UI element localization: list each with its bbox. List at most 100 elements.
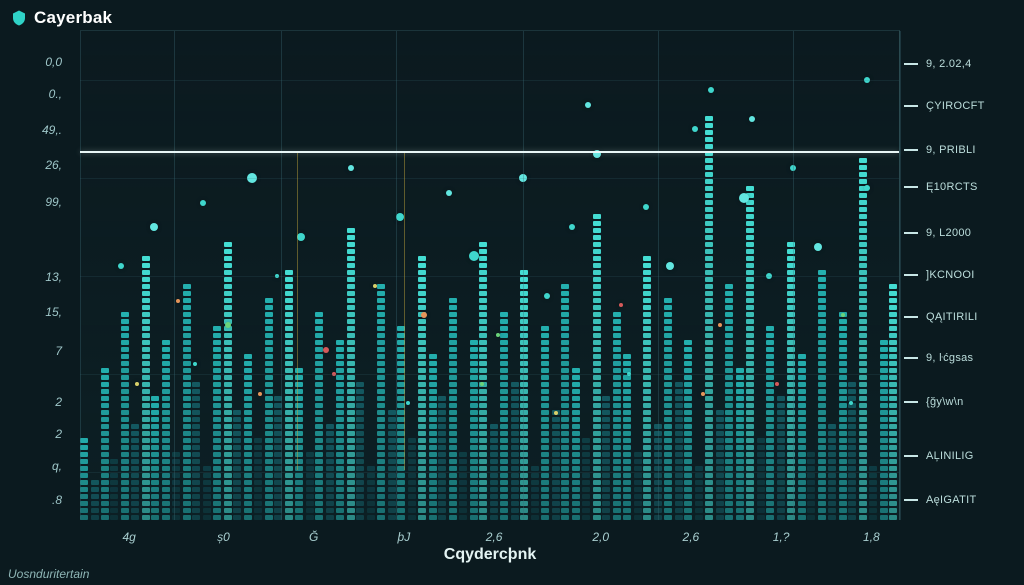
legend-label: ÇYIROCFT: [926, 100, 985, 112]
scatter-dot: [585, 102, 591, 108]
y-tick-left: 99,: [4, 195, 62, 209]
scatter-dot: [718, 323, 722, 327]
legend-tick-icon: [904, 149, 918, 151]
legend-label: 9, PRIBLI: [926, 144, 976, 156]
scatter-dot: [841, 313, 845, 317]
scatter-dot: [373, 284, 377, 288]
y-tick-left: 2: [4, 427, 62, 441]
legend-label: {ğy\w\n: [926, 396, 964, 408]
x-tick: 1,8: [863, 530, 880, 544]
legend-label: 9, L2000: [926, 227, 971, 239]
legend-row: AĻINILIG: [904, 450, 974, 462]
scatter-dot: [150, 223, 158, 231]
scatter-dot: [348, 165, 354, 171]
brand-logo-icon: [10, 9, 28, 27]
scatter-dot: [775, 382, 779, 386]
x-tick: 2,6: [486, 530, 503, 544]
x-axis: Cqydercþnk 4gș0ĞþJ2,62,02,61,?1,8: [80, 522, 900, 560]
legend-label: Ę10RCTS: [926, 181, 978, 193]
legend-tick-icon: [904, 455, 918, 457]
scatter-dot: [135, 382, 139, 386]
legend-label: 9, 2.02,4: [926, 58, 972, 70]
scatter-dot: [739, 193, 749, 203]
scatter-dot: [619, 303, 623, 307]
legend-row: ]KCNOOI: [904, 269, 975, 281]
scatter-dot: [480, 382, 484, 386]
legend-tick-icon: [904, 105, 918, 107]
legend-row: 9, 2.02,4: [904, 58, 972, 70]
legend-tick-icon: [904, 499, 918, 501]
scatter-dot: [193, 362, 197, 366]
scatter-dot: [864, 185, 870, 191]
legend-row: 9, ŀćgsas: [904, 352, 973, 364]
legend-tick-icon: [904, 401, 918, 403]
scatter-dot: [814, 243, 822, 251]
scatter-dot: [569, 224, 575, 230]
scatter-dot: [692, 126, 698, 132]
y-tick-left: 13,: [4, 270, 62, 284]
y-tick-left: 2: [4, 395, 62, 409]
scatter-dot: [421, 312, 427, 318]
scatter-dot: [225, 322, 231, 328]
grid-vertical: [900, 31, 901, 520]
y-tick-left: 26,: [4, 158, 62, 172]
scatter-dot: [446, 190, 452, 196]
scatter-dot: [849, 401, 853, 405]
y-tick-left: q,: [4, 459, 62, 473]
scatter-dot: [544, 293, 550, 299]
scatter-dot: [708, 87, 714, 93]
grid-horizontal: [80, 80, 899, 81]
x-tick: 4g: [123, 530, 136, 544]
legend-label: ]KCNOOI: [926, 269, 975, 281]
scatter-dot: [469, 251, 479, 261]
scatter-dot: [643, 204, 649, 210]
legend-row: AęIGATIT: [904, 494, 976, 506]
x-tick: 2,0: [592, 530, 609, 544]
legend-tick-icon: [904, 274, 918, 276]
legend-row: 9, L2000: [904, 227, 971, 239]
scatter-dot: [200, 200, 206, 206]
y-axis-left: 0,00.,49,.26,99,13,15,722q,.8: [0, 30, 72, 520]
grid-horizontal: [80, 374, 899, 375]
legend-tick-icon: [904, 316, 918, 318]
legend-tick-icon: [904, 232, 918, 234]
scatter-dot: [749, 116, 755, 122]
accent-vertical: [404, 151, 405, 470]
scatter-dot: [258, 392, 262, 396]
legend-row: ÇYIROCFT: [904, 100, 985, 112]
y-tick-left: 0,0: [4, 55, 62, 69]
grid-horizontal: [80, 472, 899, 473]
legend-label: 9, ŀćgsas: [926, 352, 973, 364]
legend-tick-icon: [904, 357, 918, 359]
y-tick-left: 49,.: [4, 123, 62, 137]
legend-row: QĄITIRILI: [904, 311, 978, 323]
legend-row: {ğy\w\n: [904, 396, 964, 408]
legend-tick-icon: [904, 63, 918, 65]
brand: Cayerbak: [10, 8, 112, 28]
scatter-dot: [554, 411, 558, 415]
legend-label: AęIGATIT: [926, 494, 976, 506]
x-tick: 2,6: [683, 530, 700, 544]
x-tick: ș0: [217, 530, 230, 544]
scatter-dot: [701, 392, 705, 396]
legend-label: AĻINILIG: [926, 450, 974, 462]
legend-row: Ę10RCTS: [904, 181, 978, 193]
y-tick-left: .8: [4, 493, 62, 507]
scatter-dot: [496, 333, 500, 337]
legend-row: 9, PRIBLI: [904, 144, 976, 156]
x-tick: þJ: [398, 530, 411, 544]
legend-label: QĄITIRILI: [926, 311, 978, 323]
reference-line: [80, 151, 899, 153]
scatter-dot: [118, 263, 124, 269]
x-tick: 1,?: [773, 530, 790, 544]
y-tick-left: 0.,: [4, 87, 62, 101]
y-tick-left: 7: [4, 344, 62, 358]
grid-horizontal: [80, 178, 899, 179]
brand-name: Cayerbak: [34, 8, 112, 28]
y-axis-right-legend: 9, 2.02,4 ÇYIROCFT 9, PRIBLI Ę10RCTS 9, L200…: [904, 30, 1022, 520]
scatter-dot: [406, 401, 410, 405]
chart-plot: [80, 30, 900, 520]
footer-note: Uosnduritertain: [8, 567, 89, 581]
scatter-dot: [323, 347, 329, 353]
x-tick: Ğ: [309, 530, 318, 544]
